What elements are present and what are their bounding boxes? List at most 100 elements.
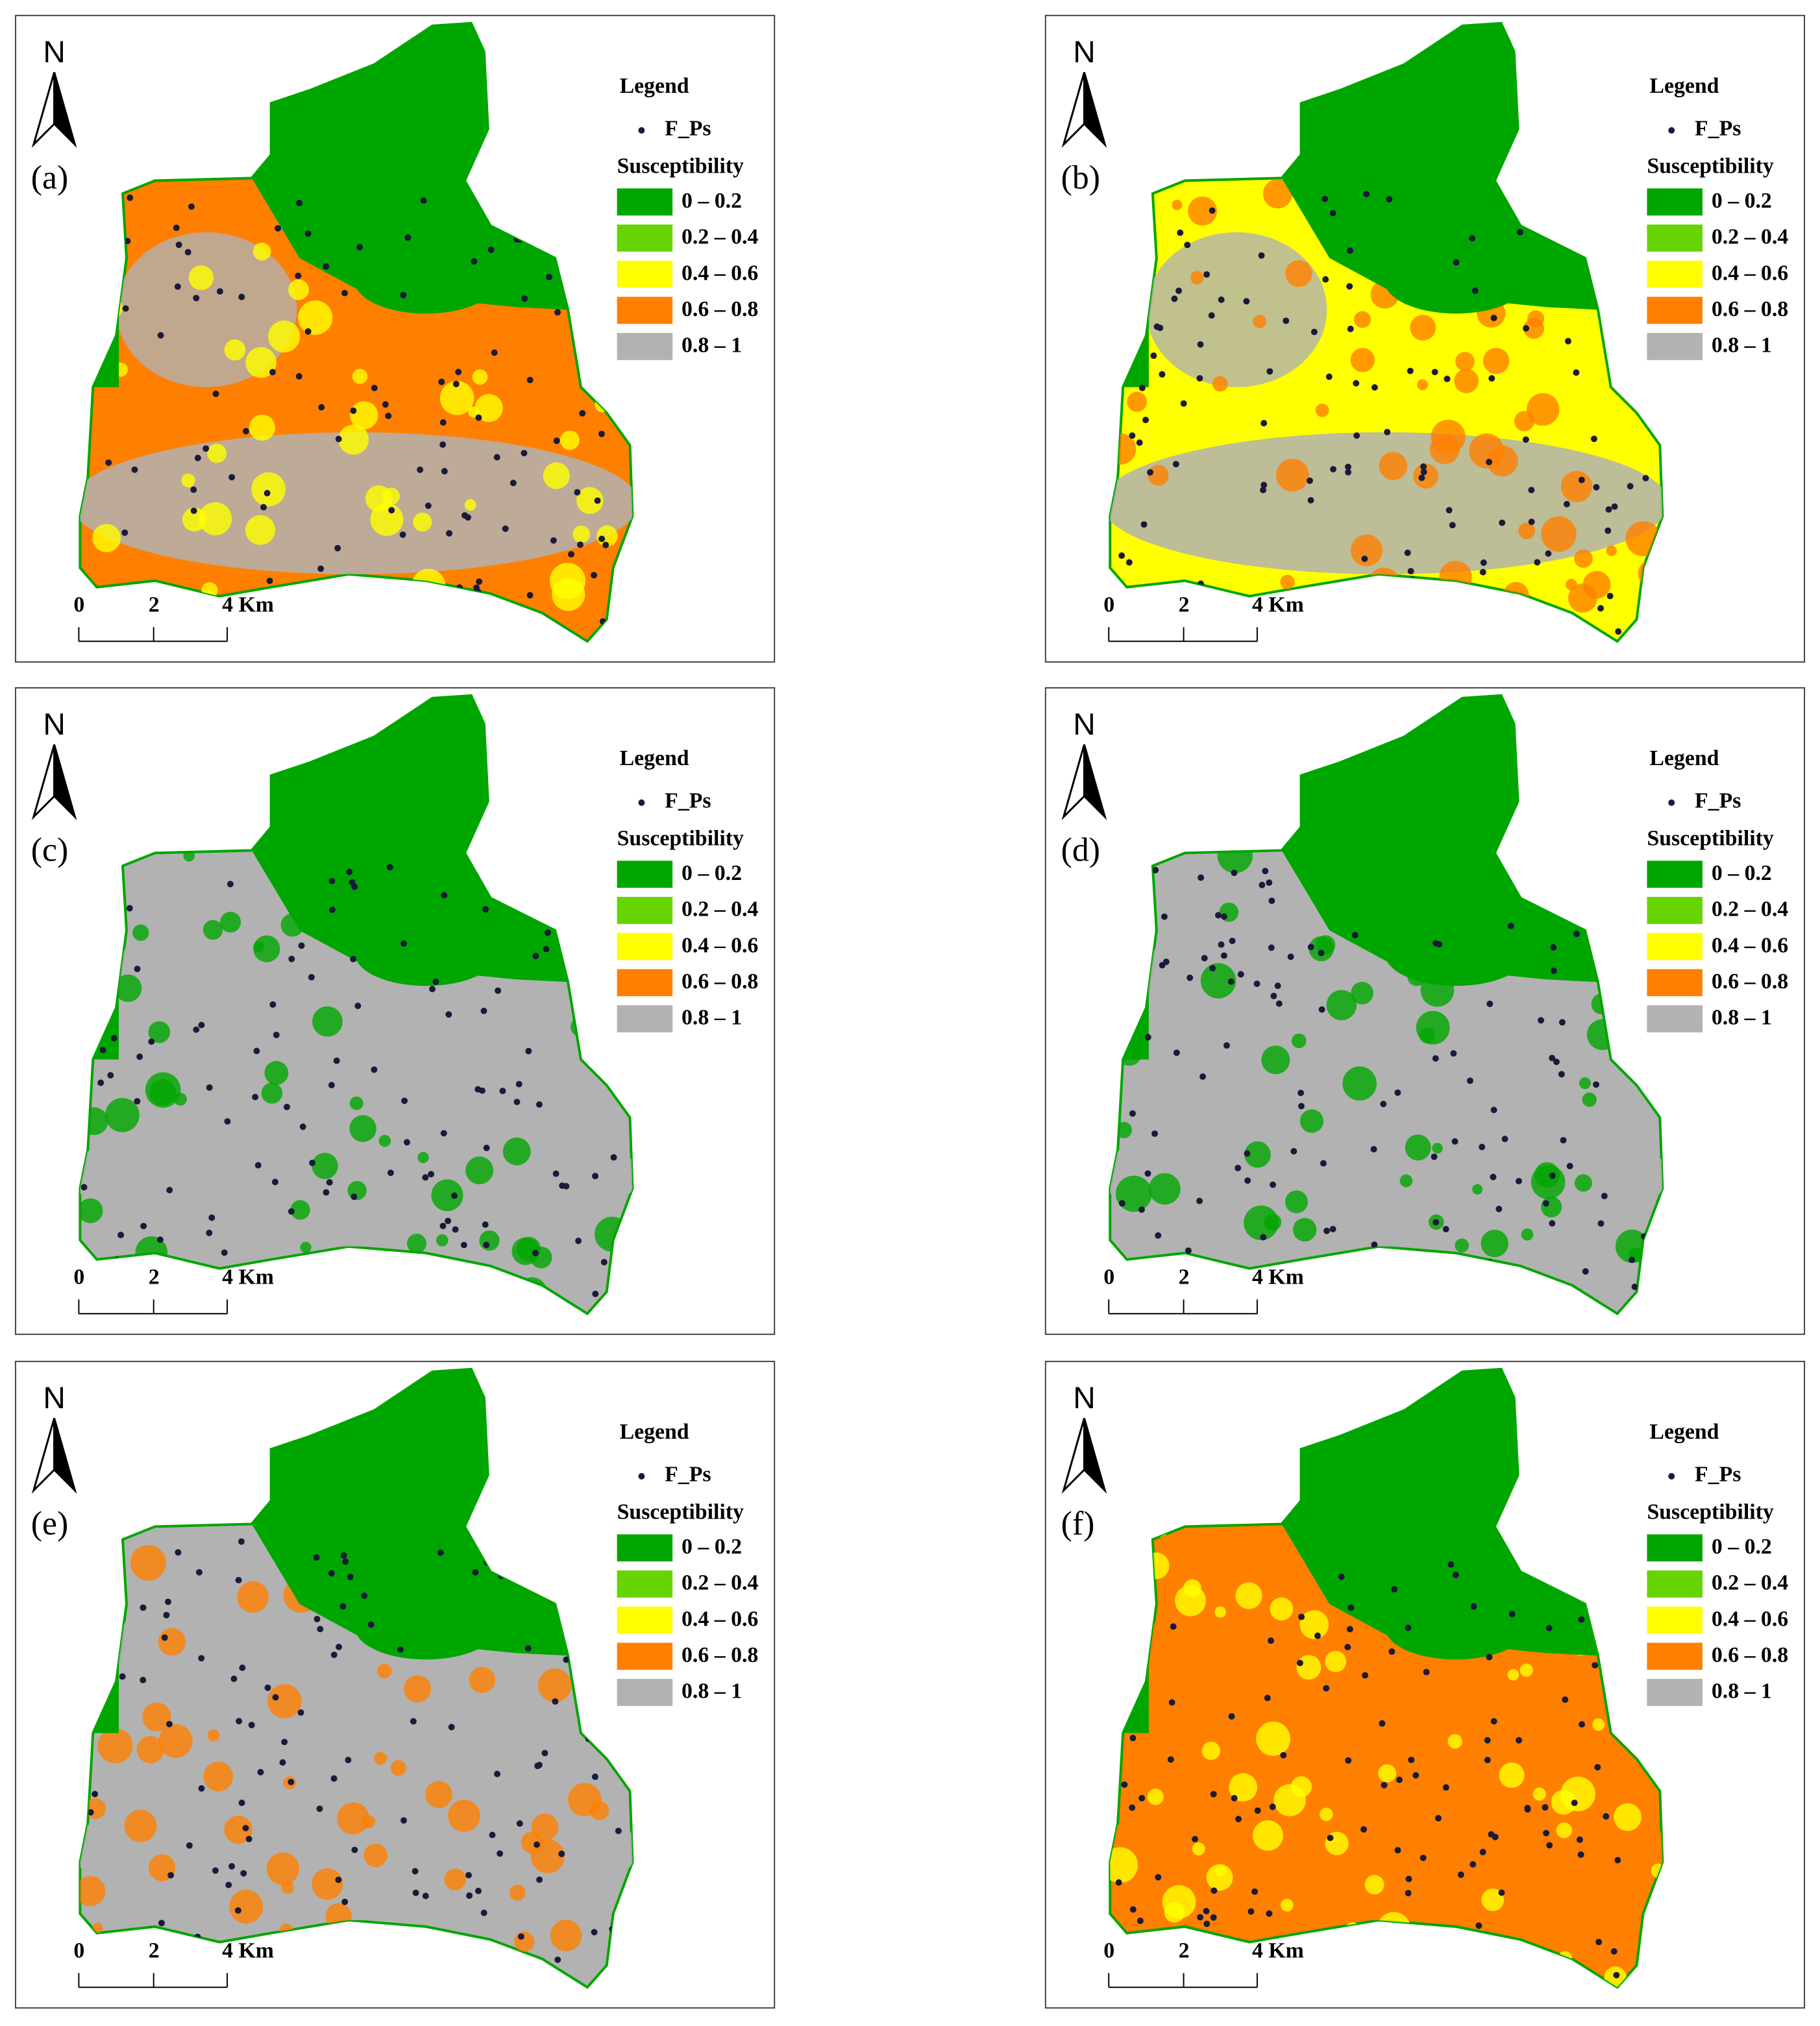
- point-marker: [517, 1933, 524, 1940]
- legend-heading: Susceptibility: [1647, 826, 1773, 850]
- scale-label: 2: [1179, 1938, 1190, 1962]
- point-marker: [417, 466, 424, 473]
- zone-patch: [472, 369, 488, 385]
- point-marker: [166, 1186, 173, 1193]
- point-marker: [1159, 371, 1166, 378]
- point-marker: [1322, 276, 1329, 283]
- point-marker: [1125, 559, 1133, 566]
- point-marker: [253, 1047, 260, 1055]
- point-marker: [422, 1174, 429, 1181]
- zone-patch: [1417, 379, 1428, 391]
- point-marker: [592, 1173, 598, 1180]
- point-marker: [1197, 341, 1204, 348]
- point-marker: [298, 942, 305, 949]
- point-marker: [399, 531, 406, 538]
- legend-heading: Susceptibility: [1647, 154, 1773, 178]
- point-marker: [124, 238, 131, 245]
- point-marker: [1203, 271, 1211, 278]
- point-marker: [1629, 1256, 1636, 1263]
- zone-patch: [290, 1200, 310, 1220]
- point-marker: [553, 437, 560, 445]
- point-marker: [1560, 1137, 1567, 1144]
- scale-label: 2: [149, 592, 160, 616]
- zone-patch: [1212, 376, 1228, 392]
- point-marker: [482, 906, 489, 913]
- zone-patch: [220, 911, 241, 933]
- point-marker: [1259, 881, 1266, 888]
- zone: [1146, 232, 1327, 387]
- legend-label: 0 – 0.2: [1712, 189, 1772, 213]
- point-marker: [266, 578, 273, 585]
- zone-patch: [1432, 1143, 1443, 1154]
- zone-patch: [1499, 1762, 1525, 1788]
- legend-swatch: [617, 969, 673, 997]
- point-marker: [1307, 944, 1314, 951]
- point-marker: [1595, 1938, 1603, 1946]
- point-marker: [318, 404, 325, 411]
- zone-patch: [576, 487, 604, 515]
- point-marker: [198, 1655, 205, 1662]
- point-marker: [1549, 1055, 1556, 1062]
- legend-swatch: [1647, 1679, 1703, 1706]
- legend-label: 0.2 – 0.4: [1712, 1571, 1788, 1595]
- point-marker: [448, 1724, 455, 1731]
- zone-patch: [1532, 1787, 1546, 1801]
- legend-title: Legend: [620, 74, 689, 98]
- legend-label: 0.6 – 0.8: [1712, 970, 1788, 994]
- zone-patch: [130, 1544, 166, 1581]
- point-marker: [535, 1101, 543, 1108]
- zone-patch: [550, 1920, 582, 1951]
- scale-label: 2: [1179, 1265, 1190, 1289]
- point-marker: [471, 258, 478, 265]
- zone-patch: [1285, 260, 1312, 287]
- point-marker: [1420, 469, 1427, 476]
- point-marker: [1431, 1153, 1438, 1160]
- point-marker: [1442, 1226, 1449, 1233]
- point-marker: [1549, 1172, 1556, 1179]
- point-marker: [252, 1093, 259, 1101]
- zone-patch: [404, 1675, 432, 1703]
- scale-label: 2: [149, 1265, 160, 1289]
- point-marker: [550, 537, 557, 544]
- zone-patch: [80, 1198, 103, 1223]
- legend-label: 0.8 – 1: [1712, 1006, 1772, 1030]
- point-marker: [1404, 549, 1411, 556]
- point-marker: [1528, 487, 1535, 494]
- point-marker: [1177, 229, 1184, 236]
- point-marker: [296, 199, 303, 206]
- point-marker: [1486, 1654, 1493, 1661]
- zone-patch: [479, 1230, 500, 1251]
- point-marker: [400, 291, 407, 299]
- point-marker: [534, 1763, 541, 1770]
- point-marker: [1346, 283, 1353, 290]
- legend-label: 0.8 – 1: [1712, 334, 1772, 358]
- point-marker: [1344, 1644, 1351, 1651]
- point-marker: [1453, 259, 1460, 266]
- point-marker: [1323, 1685, 1330, 1692]
- point-marker: [1457, 1871, 1464, 1878]
- zone-patch: [266, 1852, 299, 1885]
- point-marker: [445, 1217, 452, 1225]
- point-marker: [1601, 1193, 1608, 1200]
- zone-patch: [1379, 452, 1408, 480]
- point-marker: [1270, 992, 1277, 999]
- point-marker: [387, 1169, 394, 1177]
- point-marker: [122, 305, 129, 312]
- point-marker: [1307, 496, 1314, 504]
- zone-patch: [229, 1889, 264, 1924]
- point-marker: [1266, 879, 1273, 886]
- point-marker: [1144, 1034, 1151, 1041]
- point-marker: [536, 1876, 543, 1883]
- zone: [80, 432, 633, 574]
- legend-label: F_Ps: [665, 1463, 711, 1487]
- zone-patch: [1253, 315, 1267, 328]
- point-marker: [1196, 1197, 1203, 1204]
- point-marker: [400, 940, 408, 947]
- legend-heading: Susceptibility: [1647, 1500, 1773, 1524]
- point-marker: [451, 1192, 458, 1199]
- zone-patch: [513, 1931, 535, 1952]
- point-marker: [208, 1214, 215, 1221]
- zone-patch: [1270, 1597, 1294, 1621]
- point-marker: [260, 504, 267, 511]
- map-panel: N (b) Legend F_Ps Susceptibility 0 – 0.2 0.2 –…: [1044, 14, 1806, 663]
